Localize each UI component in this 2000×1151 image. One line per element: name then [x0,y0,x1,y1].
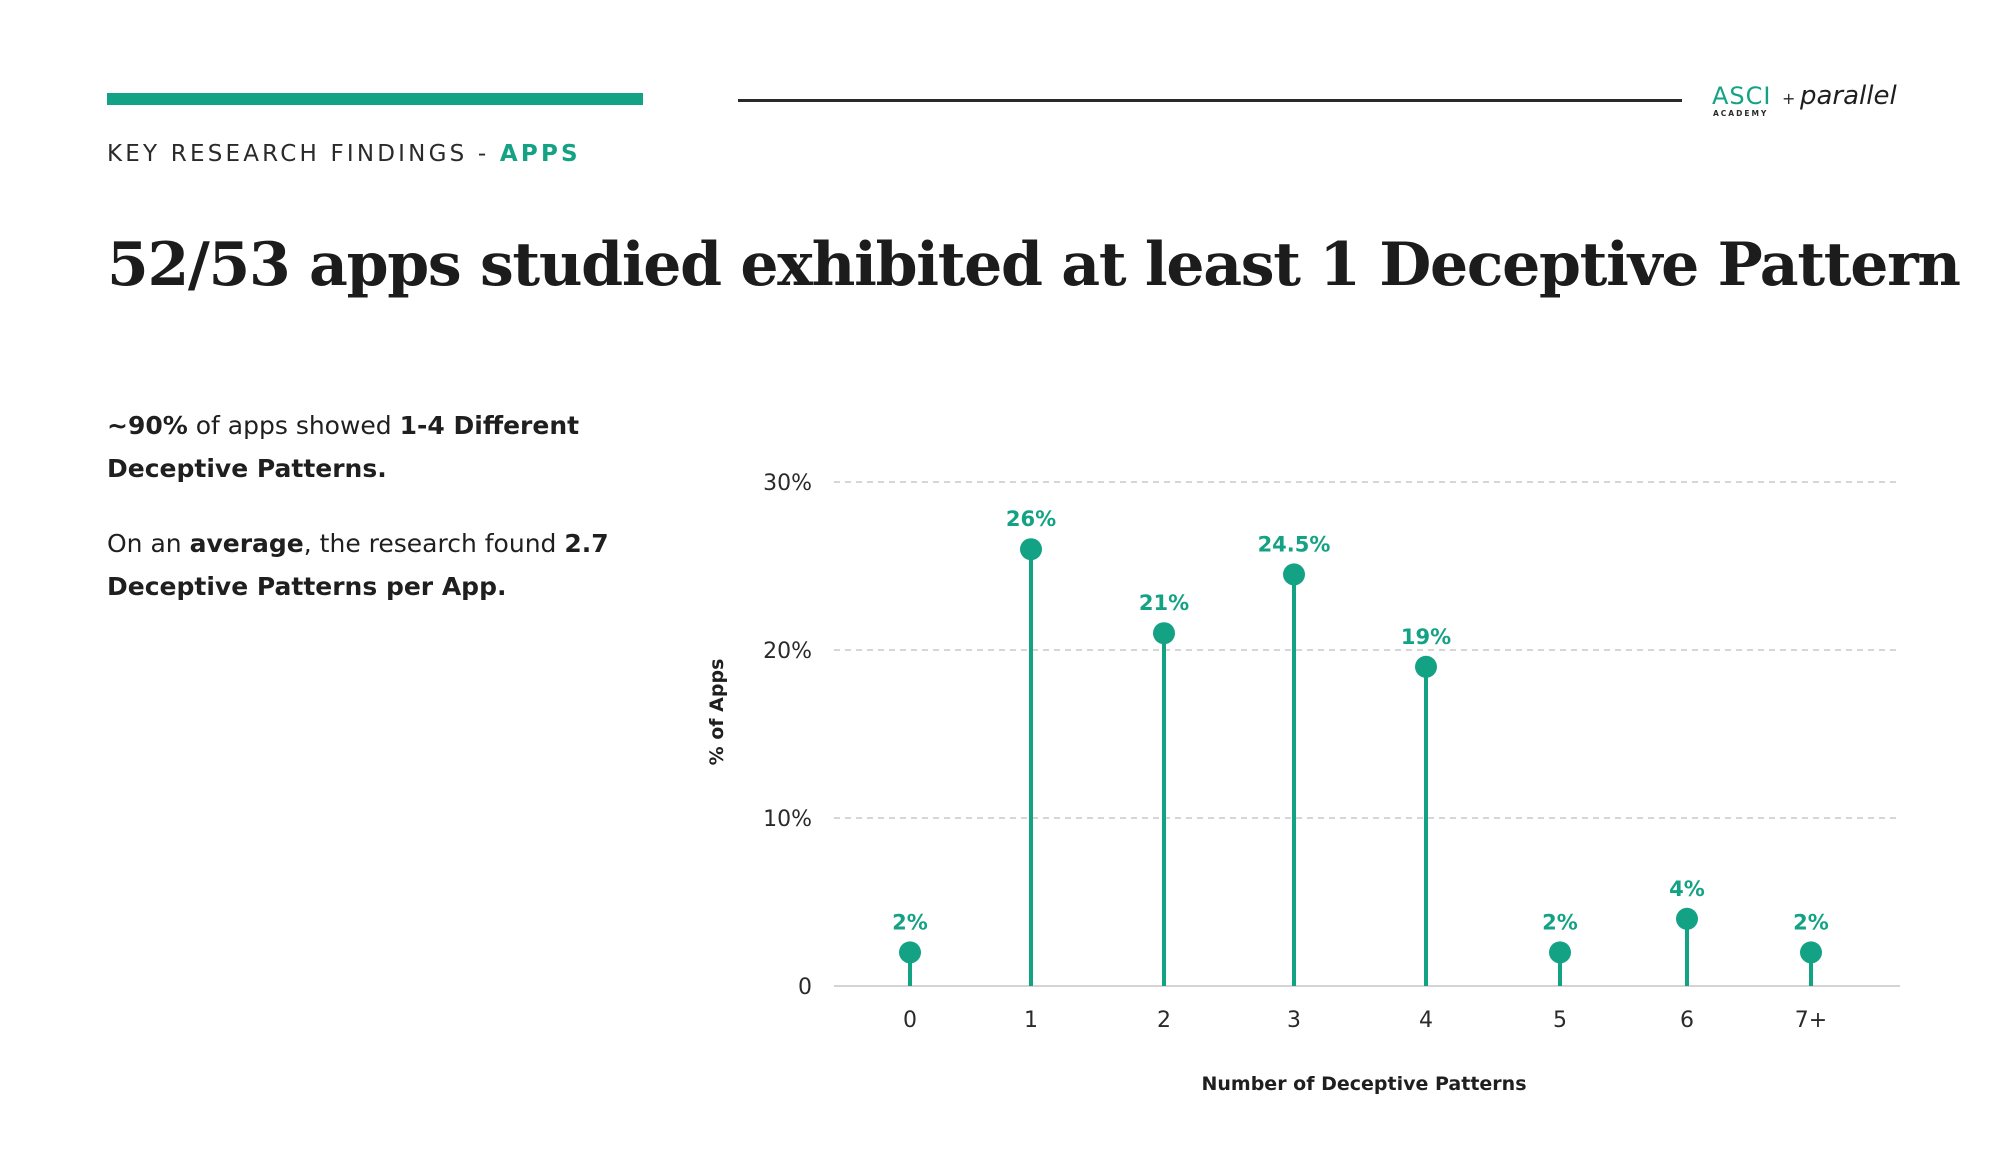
lollipop-point [1676,907,1698,930]
accent-bar [107,93,643,105]
y-axis-ticks: 0 10% 20% 30% [763,471,812,1000]
data-label: 24.5% [1258,532,1331,556]
data-label: 21% [1139,591,1189,615]
header-rule [738,99,1682,102]
insight-2-text-a: On an [107,529,190,558]
insights-panel: ~90% of apps showed 1-4 Different Decept… [107,404,627,640]
y-tick-label: 10% [763,807,812,832]
partner-logos: ASCI ACADEMY + parallel [1712,81,1898,118]
y-axis-title: % of Apps [706,659,728,766]
data-label: 19% [1401,625,1451,649]
logo-plus-sign: + [1782,89,1795,108]
x-tick-label: 0 [903,1008,917,1033]
y-tick-label: 20% [763,639,812,664]
asci-logo-subtext: ACADEMY [1713,109,1768,118]
x-tick-label: 1 [1024,1008,1038,1033]
lollipop-point [1415,655,1437,678]
page-title: 52/53 apps studied exhibited at least 1 … [107,230,1961,300]
insight-2-stat: 2.7 Deceptive Patterns per App. [107,529,609,601]
x-axis-ticks: 0 1 2 3 4 5 6 7+ [903,1008,1827,1033]
x-tick-label: 7+ [1795,1008,1827,1033]
asci-academy-logo: ASCI ACADEMY [1712,82,1772,118]
asci-logo-text: ASCI [1712,82,1772,110]
data-label: 2% [1793,910,1829,934]
lollipop-point [899,941,921,964]
insight-1-range: 1-4 Different Deceptive Patterns. [107,411,580,483]
data-label: 2% [892,910,928,934]
chart-marks: 2% 26% 21% 24.5% 19% 2% 4% 2% [892,507,1829,986]
parallel-logo: parallel [1799,81,1898,111]
x-axis-title: Number of Deceptive Patterns [1201,1073,1526,1095]
lollipop-point [1020,538,1042,561]
insight-1-text: of apps showed [187,411,400,440]
insight-2-average: average [189,529,304,558]
data-label: 2% [1542,910,1578,934]
insight-2-text-b: , the research found [303,529,565,558]
data-label: 26% [1006,507,1056,531]
section-label-prefix: KEY RESEARCH FINDINGS - [107,141,500,167]
lollipop-point [1549,941,1571,964]
section-label-highlight: APPS [499,141,581,167]
lollipop-point [1153,622,1175,645]
lollipop-point [1283,563,1305,586]
x-tick-label: 5 [1553,1008,1567,1033]
insight-paragraph-2: On an average, the research found 2.7 De… [107,522,627,608]
y-tick-label: 0 [798,975,812,1000]
x-tick-label: 6 [1680,1008,1694,1033]
x-tick-label: 3 [1287,1008,1301,1033]
chart-grid [834,481,1900,987]
x-tick-label: 2 [1157,1008,1171,1033]
insight-paragraph-1: ~90% of apps showed 1-4 Different Decept… [107,404,627,490]
lollipop-point [1800,941,1822,964]
x-tick-label: 4 [1419,1008,1433,1033]
y-tick-label: 30% [763,471,812,496]
insight-1-percent: ~90% [107,411,188,440]
data-label: 4% [1669,877,1705,901]
section-label: KEY RESEARCH FINDINGS - APPS [107,141,581,167]
